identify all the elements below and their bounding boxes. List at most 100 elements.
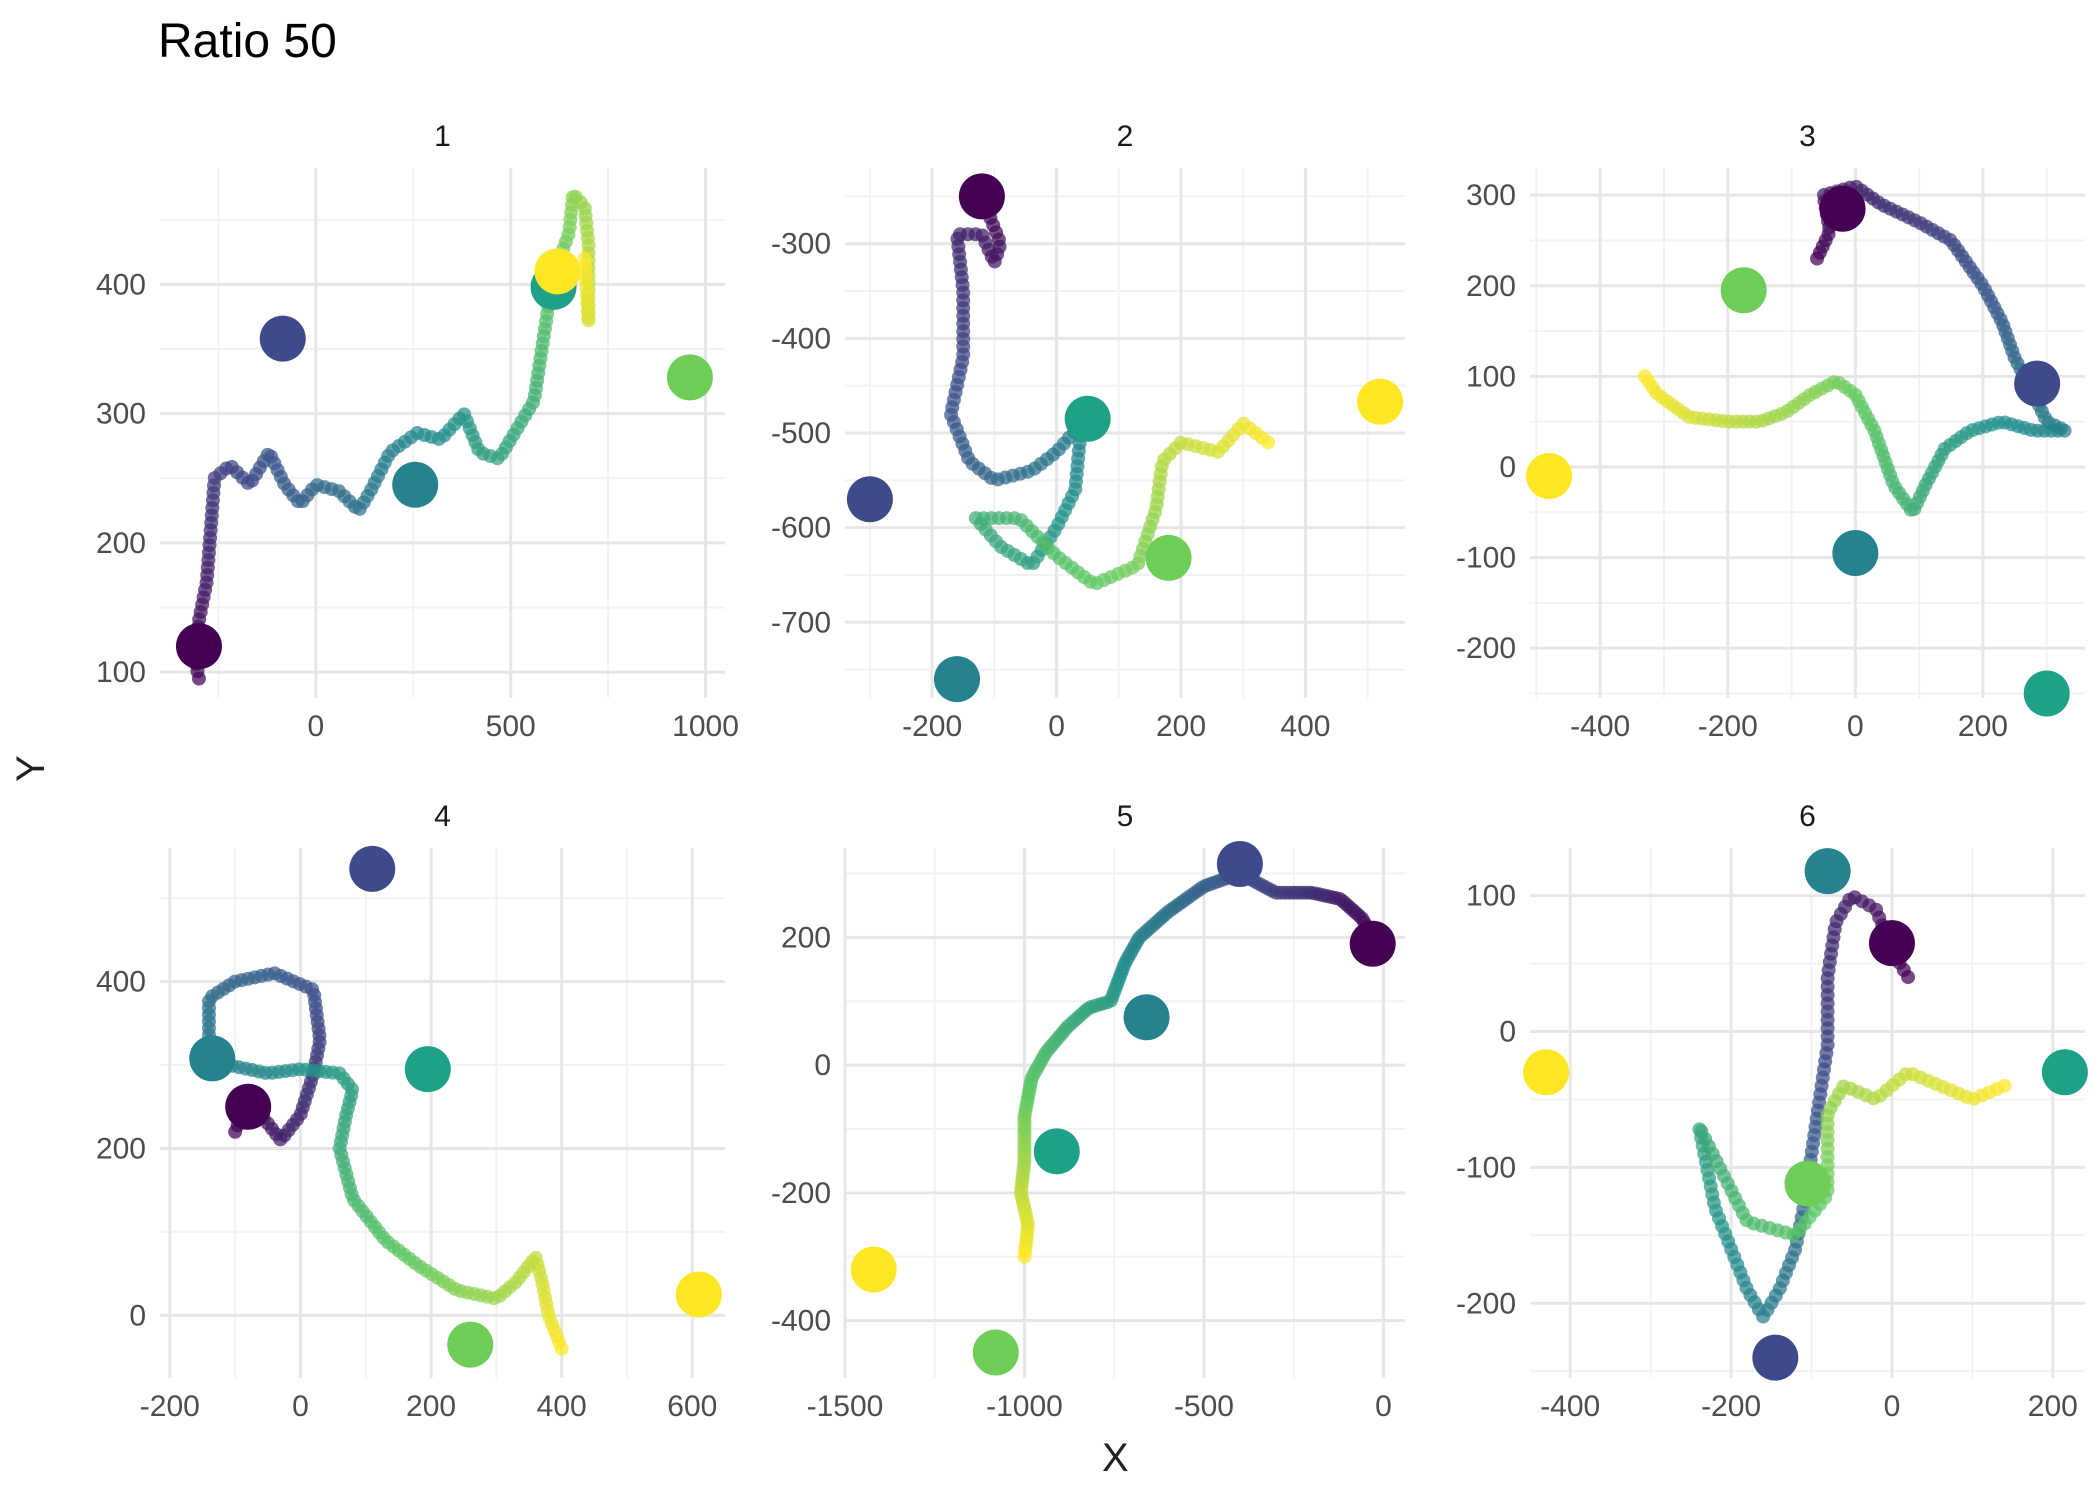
x-tick-label: 600 xyxy=(667,1390,717,1423)
facet-label: 6 xyxy=(1799,800,1816,833)
facet-label: 3 xyxy=(1799,120,1816,153)
target-marker xyxy=(404,1046,451,1093)
target-marker xyxy=(447,1321,494,1368)
y-tick-label: -300 xyxy=(771,228,831,261)
trajectory-point xyxy=(1997,1078,2012,1093)
x-tick-label: 0 xyxy=(292,1390,309,1423)
y-tick-label: 400 xyxy=(96,966,146,999)
trajectory-point xyxy=(1017,1249,1032,1264)
y-tick-label: -200 xyxy=(771,1177,831,1210)
y-tick-label: -100 xyxy=(1456,1151,1516,1184)
x-tick-label: -200 xyxy=(140,1390,200,1423)
x-tick-label: -200 xyxy=(902,710,962,743)
y-tick-label: 200 xyxy=(96,527,146,560)
target-marker xyxy=(2023,670,2070,717)
target-marker xyxy=(850,1246,897,1293)
target-marker xyxy=(1145,534,1192,581)
y-tick-label: 300 xyxy=(1466,179,1516,212)
x-tick-label: 0 xyxy=(308,710,325,743)
x-tick-label: 200 xyxy=(1958,710,2008,743)
y-tick-label: 100 xyxy=(96,656,146,689)
target-marker xyxy=(1523,1049,1570,1096)
y-axis-label: Y xyxy=(8,755,53,782)
target-marker xyxy=(1064,395,1111,442)
target-marker xyxy=(1804,848,1851,895)
target-marker xyxy=(1216,840,1263,887)
chart-title: Ratio 50 xyxy=(158,15,337,68)
y-tick-label: -100 xyxy=(1456,542,1516,575)
target-marker xyxy=(958,173,1005,220)
trajectory-point xyxy=(577,251,592,266)
trajectory-point xyxy=(1637,369,1652,384)
target-marker xyxy=(1868,920,1915,967)
target-marker xyxy=(259,315,306,362)
x-tick-label: 400 xyxy=(537,1390,587,1423)
target-marker xyxy=(1752,1334,1799,1381)
y-tick-label: 200 xyxy=(1466,270,1516,303)
y-tick-label: -600 xyxy=(771,512,831,545)
y-tick-label: -400 xyxy=(771,322,831,355)
x-tick-label: -400 xyxy=(1570,710,1630,743)
trajectory-point xyxy=(1261,435,1276,450)
y-tick-label: 200 xyxy=(781,921,831,954)
target-marker xyxy=(1033,1128,1080,1175)
target-marker xyxy=(1123,994,1170,1041)
facet-label: 1 xyxy=(434,120,451,153)
target-marker xyxy=(2014,360,2061,407)
x-tick-label: -400 xyxy=(1540,1390,1600,1423)
y-tick-label: 400 xyxy=(96,268,146,301)
y-tick-label: 100 xyxy=(1466,360,1516,393)
x-tick-label: 1000 xyxy=(672,710,739,743)
x-tick-label: 0 xyxy=(1847,710,1864,743)
y-tick-label: 0 xyxy=(1499,1015,1516,1048)
target-marker xyxy=(846,476,893,523)
x-tick-label: -200 xyxy=(1701,1390,1761,1423)
x-axis-label: X xyxy=(1102,1436,1129,1480)
y-tick-label: 300 xyxy=(96,398,146,431)
target-marker xyxy=(1784,1160,1831,1207)
target-marker xyxy=(972,1329,1019,1376)
x-tick-label: 0 xyxy=(1884,1390,1901,1423)
x-tick-label: 400 xyxy=(1280,710,1330,743)
target-marker xyxy=(675,1271,722,1318)
target-marker xyxy=(1819,185,1866,232)
target-marker xyxy=(1720,267,1767,314)
y-tick-label: 0 xyxy=(1499,451,1516,484)
target-marker xyxy=(2041,1049,2088,1096)
target-marker xyxy=(1349,920,1396,967)
target-marker xyxy=(1526,453,1573,500)
target-marker xyxy=(392,461,439,508)
facet-label: 2 xyxy=(1117,120,1134,153)
trajectory-point xyxy=(554,1341,569,1356)
target-marker xyxy=(349,845,396,892)
facet-label: 5 xyxy=(1117,800,1134,833)
x-tick-label: 200 xyxy=(406,1390,456,1423)
target-marker xyxy=(189,1035,236,1082)
y-tick-label: 0 xyxy=(814,1049,831,1082)
y-tick-label: 100 xyxy=(1466,880,1516,913)
target-marker xyxy=(1357,378,1404,425)
target-marker xyxy=(534,248,581,295)
facet-label: 4 xyxy=(434,800,451,833)
target-marker xyxy=(1832,530,1879,577)
y-tick-label: 0 xyxy=(129,1299,146,1332)
y-tick-label: -400 xyxy=(771,1305,831,1338)
target-marker xyxy=(934,656,980,703)
y-tick-label: -500 xyxy=(771,417,831,450)
x-tick-label: -1000 xyxy=(986,1390,1063,1423)
y-tick-label: 200 xyxy=(96,1132,146,1165)
y-tick-label: -200 xyxy=(1456,632,1516,665)
x-tick-label: -1500 xyxy=(807,1390,884,1423)
x-tick-label: -200 xyxy=(1698,710,1758,743)
target-marker xyxy=(175,623,222,670)
y-tick-label: -700 xyxy=(771,606,831,639)
target-marker xyxy=(225,1083,272,1130)
x-tick-label: 0 xyxy=(1375,1390,1392,1423)
x-tick-label: 0 xyxy=(1048,710,1065,743)
y-tick-label: -200 xyxy=(1456,1287,1516,1320)
x-tick-label: 200 xyxy=(2028,1390,2078,1423)
target-marker xyxy=(666,354,713,401)
x-tick-label: 500 xyxy=(486,710,536,743)
x-tick-label: 200 xyxy=(1156,710,1206,743)
